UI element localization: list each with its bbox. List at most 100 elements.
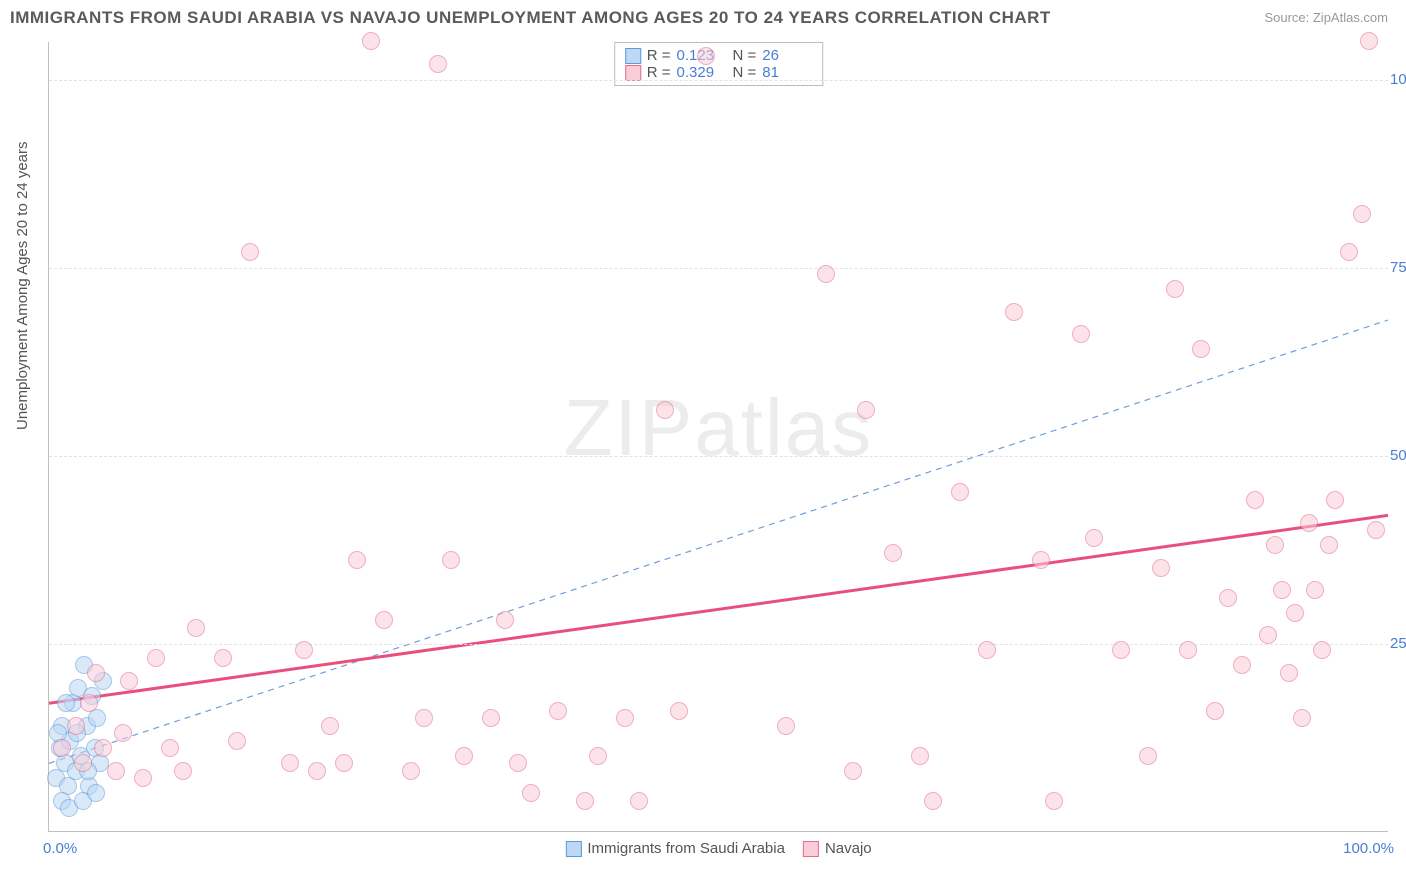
data-point — [656, 401, 674, 419]
data-point — [295, 641, 313, 659]
y-tick-label: 25.0% — [1390, 635, 1406, 652]
legend-series-name: Navajo — [825, 840, 872, 857]
legend-n-label: N = — [733, 64, 757, 81]
legend-row: R =0.329N =81 — [625, 64, 813, 81]
trend-line — [49, 320, 1388, 763]
data-point — [1326, 491, 1344, 509]
data-point — [496, 611, 514, 629]
data-point — [1353, 205, 1371, 223]
data-point — [670, 702, 688, 720]
data-point — [1112, 641, 1130, 659]
data-point — [1246, 491, 1264, 509]
data-point — [87, 784, 105, 802]
source-link[interactable]: ZipAtlas.com — [1313, 10, 1388, 25]
data-point — [1166, 280, 1184, 298]
data-point — [844, 762, 862, 780]
data-point — [1139, 747, 1157, 765]
data-point — [187, 619, 205, 637]
chart-title: IMMIGRANTS FROM SAUDI ARABIA VS NAVAJO U… — [10, 8, 1051, 28]
data-point — [107, 762, 125, 780]
data-point — [120, 672, 138, 690]
data-point — [429, 55, 447, 73]
data-point — [1005, 303, 1023, 321]
data-point — [455, 747, 473, 765]
data-point — [1360, 32, 1378, 50]
data-point — [67, 717, 85, 735]
watermark-thin: atlas — [694, 382, 873, 471]
data-point — [94, 739, 112, 757]
data-point — [857, 401, 875, 419]
data-point — [308, 762, 326, 780]
data-point — [87, 664, 105, 682]
data-point — [80, 694, 98, 712]
data-point — [509, 754, 527, 772]
data-point — [1367, 521, 1385, 539]
data-point — [1179, 641, 1197, 659]
data-point — [1306, 581, 1324, 599]
data-point — [630, 792, 648, 810]
data-point — [241, 243, 259, 261]
data-point — [1280, 664, 1298, 682]
data-point — [1320, 536, 1338, 554]
legend-swatch — [565, 841, 581, 857]
x-tick-min: 0.0% — [43, 840, 77, 857]
data-point — [1300, 514, 1318, 532]
y-axis-label: Unemployment Among Ages 20 to 24 years — [14, 141, 31, 430]
data-point — [1313, 641, 1331, 659]
legend-n-value: 81 — [762, 64, 812, 81]
data-point — [402, 762, 420, 780]
data-point — [348, 551, 366, 569]
watermark: ZIPatlas — [564, 381, 873, 473]
data-point — [884, 544, 902, 562]
data-point — [335, 754, 353, 772]
legend-swatch — [625, 48, 641, 64]
y-tick-label: 100.0% — [1390, 71, 1406, 88]
data-point — [951, 483, 969, 501]
data-point — [147, 649, 165, 667]
data-point — [214, 649, 232, 667]
data-point — [1293, 709, 1311, 727]
data-point — [1266, 536, 1284, 554]
data-point — [1259, 626, 1277, 644]
gridline — [49, 268, 1388, 269]
data-point — [442, 551, 460, 569]
data-point — [161, 739, 179, 757]
y-tick-label: 50.0% — [1390, 447, 1406, 464]
legend-r-label: R = — [647, 47, 671, 64]
legend-item: Immigrants from Saudi Arabia — [565, 840, 785, 857]
x-tick-max: 100.0% — [1343, 840, 1394, 857]
data-point — [911, 747, 929, 765]
data-point — [1072, 325, 1090, 343]
legend-n-label: N = — [733, 47, 757, 64]
legend-r-value: 0.329 — [677, 64, 727, 81]
data-point — [1219, 589, 1237, 607]
data-point — [978, 641, 996, 659]
data-point — [777, 717, 795, 735]
data-point — [1286, 604, 1304, 622]
legend-row: R =0.123N =26 — [625, 47, 813, 64]
y-tick-label: 75.0% — [1390, 259, 1406, 276]
gridline — [49, 456, 1388, 457]
data-point — [114, 724, 132, 742]
data-point — [549, 702, 567, 720]
data-point — [134, 769, 152, 787]
data-point — [228, 732, 246, 750]
data-point — [174, 762, 192, 780]
source-attribution: Source: ZipAtlas.com — [1264, 10, 1388, 25]
legend-swatch — [625, 65, 641, 81]
trend-lines — [49, 42, 1388, 831]
scatter-plot: ZIPatlas R =0.123N =26R =0.329N =81 Immi… — [48, 42, 1388, 832]
legend-n-value: 26 — [762, 47, 812, 64]
data-point — [74, 754, 92, 772]
data-point — [415, 709, 433, 727]
data-point — [576, 792, 594, 810]
data-point — [362, 32, 380, 50]
data-point — [375, 611, 393, 629]
data-point — [57, 694, 75, 712]
data-point — [817, 265, 835, 283]
data-point — [482, 709, 500, 727]
data-point — [522, 784, 540, 802]
gridline — [49, 80, 1388, 81]
data-point — [1340, 243, 1358, 261]
data-point — [1233, 656, 1251, 674]
